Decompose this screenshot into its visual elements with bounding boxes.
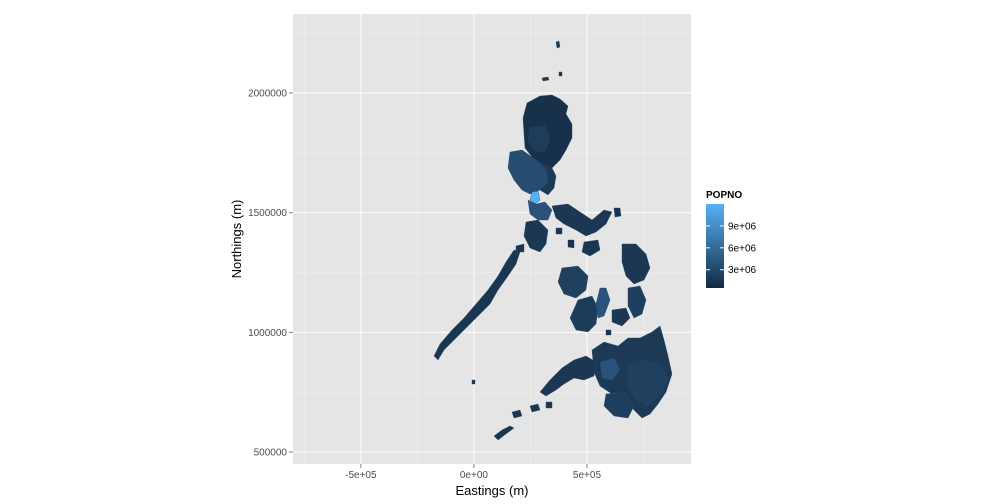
x-tick-label: -5e+05: [345, 470, 377, 481]
region-romblon: [567, 239, 575, 249]
y-axis-ticks: 500000 1000000 1500000 2000000: [248, 88, 293, 459]
region-panay: [557, 265, 589, 299]
legend-break-label: 3e+06: [728, 265, 757, 276]
region-lanao: [599, 357, 621, 381]
x-tick-label: 0e+00: [460, 470, 489, 481]
region-siquijor: [605, 329, 612, 336]
region-bicol: [551, 203, 613, 237]
y-tick-label: 1500000: [248, 208, 287, 219]
legend-title: POPNO: [706, 190, 742, 201]
region-bohol: [611, 307, 631, 327]
region-small-island: [471, 379, 476, 385]
region-metro-manila: [529, 190, 541, 205]
region-sulu: [511, 401, 553, 419]
legend-break-label: 6e+06: [728, 243, 757, 254]
region-calabarzon: [527, 199, 553, 221]
region-leyte: [627, 285, 647, 319]
x-axis-title: Eastings (m): [456, 483, 529, 498]
y-tick-label: 2000000: [248, 88, 287, 99]
region-palawan: [433, 249, 521, 361]
x-tick-label: 5e+05: [573, 470, 602, 481]
region-catanduanes: [613, 207, 622, 218]
region-masbate: [581, 239, 601, 257]
region-mindoro: [523, 219, 549, 253]
region-tawi-tawi: [493, 425, 515, 441]
region-central-luzon-east: [539, 162, 557, 196]
x-axis-ticks: -5e+05 0e+00 5e+05: [345, 464, 601, 481]
region-cebu: [595, 287, 611, 319]
region-negros: [569, 295, 599, 333]
region-calamian: [515, 243, 525, 253]
major-grid-lines: [293, 14, 691, 464]
region-davao: [627, 359, 669, 407]
philippines-provinces: [433, 40, 673, 441]
legend-break-label: 9e+06: [728, 221, 757, 232]
y-tick-label: 1000000: [248, 328, 287, 339]
region-marinduque: [555, 227, 563, 235]
legend-breaks: 3e+06 6e+06 9e+06: [706, 221, 757, 276]
legend: POPNO 3e+06 6e+06 9e+06: [706, 190, 757, 288]
region-cotabato: [603, 391, 635, 419]
region-samar: [621, 243, 651, 285]
region-batanes: [555, 40, 561, 49]
y-axis-title: Northings (m): [229, 200, 244, 279]
y-tick-label: 500000: [254, 448, 288, 459]
legend-colorbar: [706, 204, 724, 288]
region-babuyan: [541, 71, 563, 82]
region-cordillera: [527, 125, 551, 153]
region-basilan: [529, 403, 541, 413]
region-zamboanga-peninsula: [539, 355, 597, 397]
